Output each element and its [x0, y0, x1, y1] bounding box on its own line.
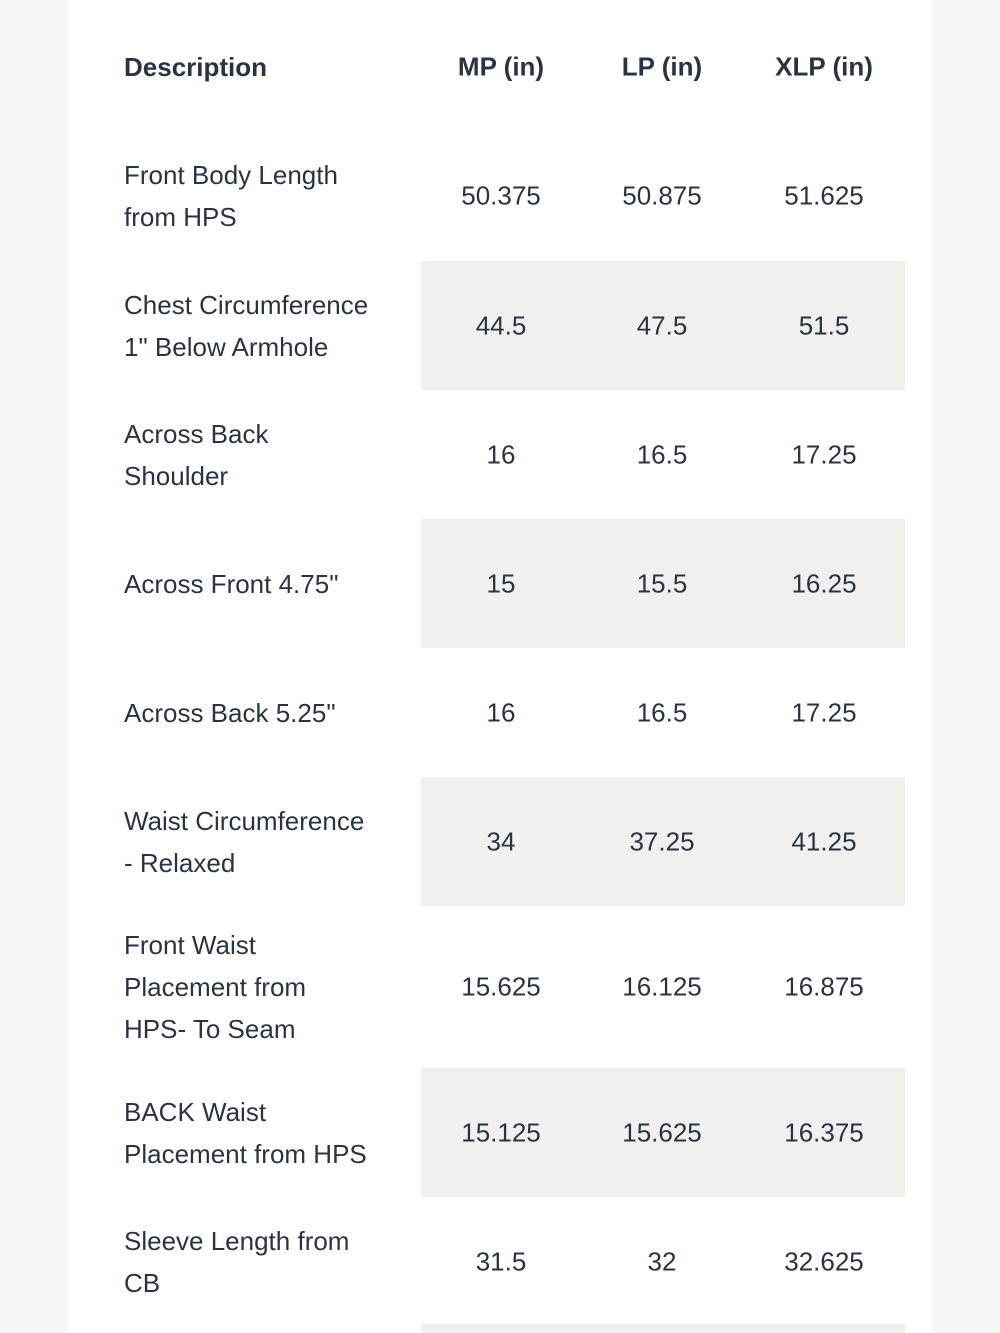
- description-line: Across Back: [124, 418, 269, 449]
- value-cell: 15.125: [461, 1117, 541, 1147]
- value-cell: 34: [486, 826, 516, 856]
- value-cell: 17.25: [791, 697, 857, 727]
- description-line: Waist Circumference: [124, 805, 365, 836]
- description-cell: Front Body Length from HPS: [124, 154, 338, 238]
- value-cell: 50.875: [622, 180, 702, 211]
- header-cell: XLP (in): [775, 51, 873, 82]
- description-cell: Across Back 5.25": [124, 692, 336, 734]
- row-shade: [421, 261, 905, 390]
- description-line: Sleeve Length from: [124, 1225, 350, 1256]
- header-text: Description: [124, 52, 268, 82]
- header-cell: Description: [124, 46, 267, 88]
- description-line: Shoulder: [124, 460, 229, 491]
- description-line: - Relaxed: [124, 847, 236, 878]
- description-line: from HPS: [124, 202, 237, 232]
- description-cell: Front Waist Placement from HPS- To Seam: [124, 924, 306, 1050]
- value-cell: 51.5: [798, 310, 850, 340]
- value-cell: 16.25: [791, 568, 857, 598]
- value-cell: 16.5: [636, 439, 688, 469]
- table-row: Across Back Shoulder 16 16.5 17.25: [0, 390, 1000, 519]
- value-cell: 50.375: [461, 180, 541, 211]
- table-row: Chest Circumference 1" Below Armhole 44.5 4…: [0, 261, 1000, 390]
- table-row: Across Front 4.75" 15 15.5 16.25: [0, 519, 1000, 648]
- description-line: Front Body Length: [124, 160, 338, 190]
- description-cell: BACK Waist Placement from HPS: [124, 1091, 367, 1175]
- value-cell: 15: [486, 568, 516, 598]
- table-row: BACK Waist Placement from HPS 15.125 15.625…: [0, 1068, 1000, 1197]
- description-line: Front Waist: [124, 930, 256, 960]
- value-cell: 16: [486, 439, 516, 469]
- value-cell: 37.25: [629, 826, 695, 856]
- description-cell: Chest Circumference 1" Below Armhole: [124, 284, 368, 368]
- description-line: Across Back 5.25": [124, 697, 336, 728]
- description-line: CB: [124, 1267, 161, 1298]
- row-shade: [421, 777, 905, 906]
- table-row: Sleeve Length from CB 31.5 32 32.625: [0, 1197, 1000, 1326]
- value-cell: 16.375: [784, 1117, 864, 1147]
- description-cell: Sleeve Length from CB: [124, 1220, 349, 1304]
- description-line: BACK Waist: [124, 1096, 267, 1127]
- next-row-shade: [421, 1324, 905, 1333]
- value-cell: 15.5: [636, 568, 688, 598]
- value-cell: 16.875: [784, 971, 864, 1002]
- value-cell: 15.625: [622, 1117, 702, 1147]
- description-cell: Waist Circumference - Relaxed: [124, 800, 364, 884]
- description-line: Placement from: [124, 972, 307, 1002]
- table-row: Front Body Length from HPS 50.375 50.875 51.…: [0, 131, 1000, 261]
- table-row: Front Waist Placement from HPS- To Seam 15.…: [0, 906, 1000, 1068]
- description-line: 1" Below Armhole: [124, 331, 329, 362]
- description-line: Across Front 4.75": [124, 568, 339, 599]
- value-cell: 41.25: [791, 826, 857, 856]
- table-row: Across Back 5.25" 16 16.5 17.25: [0, 648, 1000, 777]
- row-shade: [421, 519, 905, 648]
- table-row: Waist Circumference - Relaxed 34 37.25 41.25: [0, 777, 1000, 906]
- row-shade: [421, 1068, 905, 1197]
- header-cell: MP (in): [457, 51, 545, 82]
- value-cell: 16: [486, 697, 516, 727]
- description-cell: Across Back Shoulder: [124, 413, 269, 497]
- header-row: Description MP (in) LP (in) XLP (in): [0, 0, 1000, 134]
- value-cell: 51.625: [784, 180, 864, 211]
- value-cell: 15.625: [461, 971, 541, 1002]
- value-cell: 17.25: [791, 439, 857, 469]
- description-cell: Across Front 4.75": [124, 563, 338, 605]
- value-cell: 32: [647, 1246, 677, 1276]
- value-cell: 31.5: [475, 1246, 527, 1276]
- header-cell: LP (in): [621, 51, 703, 82]
- value-cell: 47.5: [636, 310, 688, 340]
- value-cell: 16.5: [636, 697, 688, 727]
- description-line: Chest Circumference: [124, 289, 369, 320]
- value-cell: 32.625: [784, 1246, 864, 1276]
- description-line: Placement from HPS: [124, 1138, 367, 1169]
- value-cell: 16.125: [622, 971, 702, 1002]
- description-line: HPS- To Seam: [124, 1014, 296, 1044]
- value-cell: 44.5: [475, 310, 527, 340]
